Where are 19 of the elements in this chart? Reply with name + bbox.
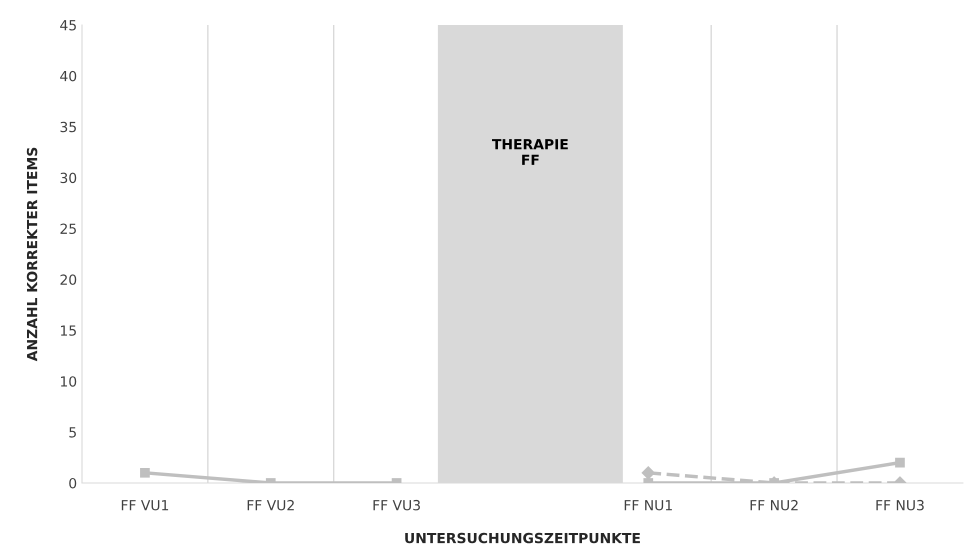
y-tick-label: 15: [60, 325, 76, 336]
y-tick-label: 45: [60, 20, 76, 30]
y-tick-label: 35: [60, 122, 76, 132]
x-tick-label: FF NU3: [876, 500, 924, 510]
y-tick-label: 40: [60, 70, 76, 82]
x-tick-label: FF NU2: [750, 500, 798, 510]
y-tick-label: 0: [69, 478, 76, 488]
y-tick-label: 20: [60, 274, 76, 285]
x-tick-label: FF NU1: [624, 500, 672, 510]
x-tick-label: FF VU2: [248, 500, 294, 510]
annotation: THERAPIE FF: [492, 139, 568, 165]
y-axis-title: ANZAHL KORREKTER ITEMS: [26, 148, 38, 362]
x-tick-label: FF VU3: [374, 500, 420, 510]
x-axis-title: UNTERSUCHUNGSZEITPUNKTE: [405, 532, 640, 544]
y-tick-label: 10: [60, 376, 76, 387]
y-tick-label: 25: [60, 224, 76, 234]
y-tick-label: 5: [69, 427, 76, 438]
x-tick-label: FF VU1: [122, 500, 168, 510]
y-tick-label: 30: [60, 172, 76, 184]
